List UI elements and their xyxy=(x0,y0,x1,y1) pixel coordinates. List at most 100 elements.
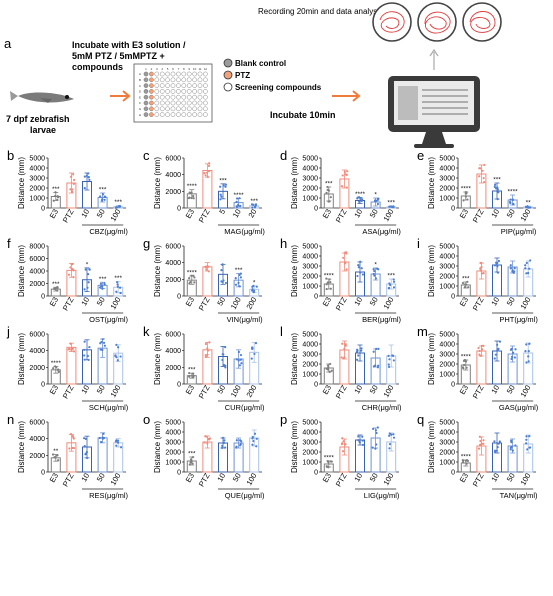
data-point xyxy=(479,261,482,264)
x-tick-label: PTZ xyxy=(471,383,486,400)
significance-label: *** xyxy=(462,276,470,283)
data-point xyxy=(512,271,515,274)
data-point xyxy=(71,188,74,191)
data-point xyxy=(342,256,345,259)
data-point xyxy=(221,281,224,284)
data-point xyxy=(390,433,393,436)
data-point xyxy=(221,444,224,448)
data-point xyxy=(88,345,91,349)
data-point xyxy=(361,435,364,438)
data-point xyxy=(253,206,257,209)
plate-well xyxy=(186,112,192,117)
significance-label: *** xyxy=(52,281,60,288)
data-point xyxy=(204,342,208,346)
x-tick-label: E3 xyxy=(321,472,333,484)
plate-well xyxy=(159,106,165,112)
y-tick-label: 3000 xyxy=(302,352,318,359)
data-point xyxy=(103,198,106,201)
data-point xyxy=(511,351,515,354)
y-tick-label: 3000 xyxy=(439,264,455,271)
data-point xyxy=(375,431,378,435)
data-point xyxy=(72,446,76,450)
plate-well xyxy=(192,100,197,106)
data-point xyxy=(253,352,256,356)
x-tick-label: E3 xyxy=(321,384,333,396)
data-point xyxy=(374,429,378,432)
data-point xyxy=(497,191,500,194)
group-label: PIP(μg/ml) xyxy=(501,227,537,236)
data-point xyxy=(224,446,227,449)
y-tick-label: 3000 xyxy=(439,440,455,447)
data-point xyxy=(326,185,329,189)
x-tick-label: PTZ xyxy=(197,295,212,312)
plate-well xyxy=(165,77,170,83)
plate-well xyxy=(149,94,154,100)
y-tick-label: 5000 xyxy=(29,156,45,163)
panel-a-letter: a xyxy=(4,36,12,51)
y-tick-label: 4000 xyxy=(165,172,181,179)
data-point xyxy=(87,176,90,179)
data-point xyxy=(342,440,345,443)
y-tick-label: 4000 xyxy=(439,430,455,437)
y-axis-label: Distance (mm) xyxy=(290,245,299,297)
y-tick-label: 2000 xyxy=(29,453,45,460)
data-point xyxy=(189,461,192,464)
data-point xyxy=(329,281,332,284)
data-point xyxy=(116,281,119,284)
data-point xyxy=(326,368,330,371)
data-point xyxy=(359,197,362,200)
data-point xyxy=(115,290,118,293)
data-point xyxy=(250,357,253,360)
y-tick-label: 1000 xyxy=(439,372,455,379)
data-point xyxy=(84,453,87,456)
y-tick-label: 6000 xyxy=(165,244,181,251)
panel-letter: c xyxy=(143,148,150,163)
significance-label: *** xyxy=(235,267,243,274)
data-point xyxy=(496,349,499,352)
data-point xyxy=(509,201,512,205)
data-point xyxy=(330,369,333,372)
y-tick-label: 0 xyxy=(451,470,455,477)
y-tick-label: 2000 xyxy=(302,186,318,193)
group-label: QUE(μg/ml) xyxy=(225,491,265,500)
significance-label: * xyxy=(86,261,89,268)
data-point xyxy=(220,195,223,198)
data-point xyxy=(341,442,344,445)
data-point xyxy=(462,199,465,202)
data-point xyxy=(114,354,117,358)
y-tick-label: 5000 xyxy=(165,420,181,427)
x-tick-label: E3 xyxy=(48,296,60,308)
plate-well xyxy=(176,83,181,88)
plate-col-label: 2 xyxy=(151,67,153,71)
data-point xyxy=(525,435,528,438)
x-tick-label: E3 xyxy=(184,384,196,396)
data-point xyxy=(72,269,75,272)
x-tick-label: PTZ xyxy=(471,207,486,224)
blank-control-swatch xyxy=(223,58,233,68)
data-point xyxy=(328,200,331,203)
chart-panel-j: j Distance (mm) 0 2000 4000 6000 **** E3 PTZ 10 50… xyxy=(6,324,129,412)
data-point xyxy=(497,442,500,445)
plate-legend: Blank control PTZ Screening compounds xyxy=(223,58,322,92)
data-point xyxy=(480,265,483,269)
y-axis-label: Distance (mm) xyxy=(153,421,162,473)
data-point xyxy=(188,463,191,466)
panel-letter: e xyxy=(417,148,424,163)
x-tick-label: 100 xyxy=(518,384,532,399)
plate-well xyxy=(143,100,149,106)
data-point xyxy=(86,172,90,175)
data-point xyxy=(204,355,207,358)
data-point xyxy=(101,348,104,352)
data-point xyxy=(493,450,497,454)
y-tick-label: 0 xyxy=(314,382,318,389)
plate-well xyxy=(197,83,203,88)
data-point xyxy=(325,283,328,286)
significance-label: *** xyxy=(188,367,196,374)
plate-row-label: A xyxy=(139,72,141,76)
data-point xyxy=(251,435,254,439)
data-point xyxy=(224,183,228,186)
y-tick-label: 5000 xyxy=(302,244,318,251)
plate-col-label: 3 xyxy=(156,67,158,71)
